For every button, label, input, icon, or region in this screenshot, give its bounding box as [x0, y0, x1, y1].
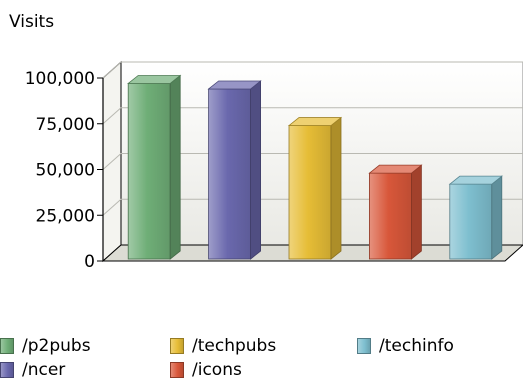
legend-swatch: [357, 338, 371, 354]
legend-item: /ncer: [0, 360, 65, 380]
bar-p2pubs: [127, 74, 182, 260]
y-tick-label: 0: [84, 252, 95, 272]
bar-techinfo: [448, 175, 503, 260]
legend-swatch: [170, 338, 184, 354]
y-tick-label: 100,000: [25, 69, 95, 89]
gridline: [102, 61, 523, 79]
y-tick-label: 25,000: [36, 206, 95, 226]
bar-techpubs: [287, 116, 343, 260]
legend-label: /techpubs: [192, 336, 277, 356]
legend-item: /icons: [170, 360, 242, 380]
bar-icons: [368, 164, 423, 260]
legend-label: /p2pubs: [22, 336, 91, 356]
legend-swatch: [170, 362, 184, 378]
bar-ncer: [207, 80, 262, 260]
legend-label: /ncer: [22, 360, 66, 380]
legend-item: /techinfo: [357, 336, 454, 356]
legend-label: /techinfo: [379, 336, 454, 356]
legend-item: /techpubs: [170, 336, 276, 356]
gridline: [102, 153, 523, 170]
y-axis-label: Visits: [9, 12, 55, 32]
legend-item: /p2pubs: [0, 336, 91, 356]
legend: /p2pubs/ncer/techpubs/icons/techinfo: [0, 336, 523, 389]
y-tick-label: 75,000: [36, 115, 95, 135]
legend-swatch: [0, 362, 14, 378]
gridline: [102, 107, 523, 125]
bar-chart: 0 25,000 50,000 75,000 100,000: [25, 60, 523, 272]
y-tick-label: 50,000: [36, 161, 95, 181]
legend-label: /icons: [192, 360, 242, 380]
legend-swatch: [0, 338, 14, 354]
